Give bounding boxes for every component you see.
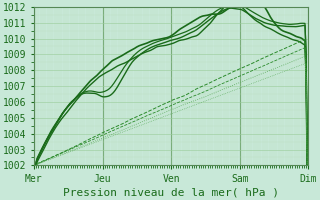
X-axis label: Pression niveau de la mer( hPa ): Pression niveau de la mer( hPa ) (63, 187, 279, 197)
